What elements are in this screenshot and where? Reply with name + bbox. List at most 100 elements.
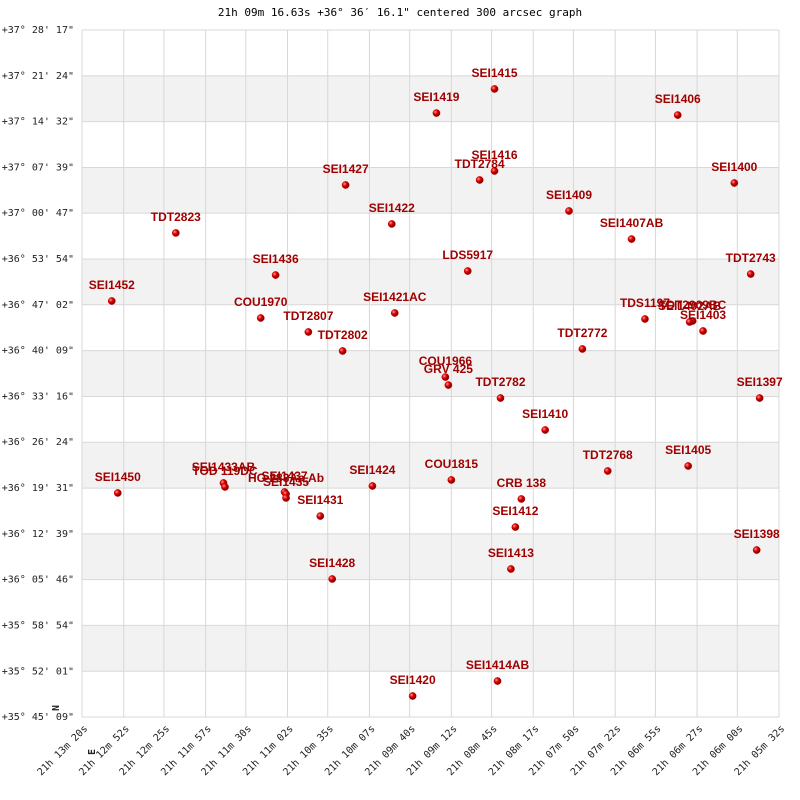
star-label: SEI1412 xyxy=(492,504,538,518)
star-label: TDT2823 xyxy=(151,210,201,224)
star xyxy=(441,373,450,381)
y-tick-label: +37° 21' 24" xyxy=(2,71,74,82)
row-band xyxy=(82,259,779,305)
star-label: SEI1402AB xyxy=(658,299,722,313)
star-label: HO 283Aa,Ab xyxy=(248,471,324,485)
star xyxy=(511,523,520,531)
star xyxy=(684,462,693,470)
star xyxy=(282,494,290,502)
y-tick-label: +35° 45' 09" xyxy=(2,712,74,723)
star-label: SEI1427 xyxy=(323,162,369,176)
star xyxy=(444,381,453,389)
star-label: CRB 138 xyxy=(497,476,547,490)
star xyxy=(490,85,499,93)
star-label: TDT2782 xyxy=(475,375,525,389)
y-tick-label: +36° 19' 31" xyxy=(2,483,74,494)
y-tick-label: +37° 14' 32" xyxy=(2,117,74,128)
star-label: COU1966 xyxy=(419,354,473,368)
star xyxy=(475,176,484,184)
star xyxy=(673,111,682,119)
star-label: TDT2909BC xyxy=(659,298,727,312)
row-band xyxy=(82,75,779,122)
star-label: SEI1406 xyxy=(655,92,701,106)
star-label: SEI1403 xyxy=(680,308,726,322)
y-tick-label: +36° 33' 16" xyxy=(2,391,74,402)
y-tick-label: +37° 07' 39" xyxy=(2,162,74,173)
star xyxy=(496,394,505,402)
star-label: SEI1419 xyxy=(413,90,459,104)
y-tick-label: +35° 52' 01" xyxy=(2,666,74,677)
star-label: SEI1397 xyxy=(737,375,783,389)
star xyxy=(432,109,441,117)
star-label: SEI1420 xyxy=(390,673,436,687)
star-label: COU1815 xyxy=(425,457,479,471)
y-tick-label: +35° 58' 54" xyxy=(2,620,74,631)
ticks: +35° 45' 09" +35° 52' 01" +35° 58' 54" +36°… xyxy=(2,25,787,778)
star-label: SEI1410 xyxy=(522,407,568,421)
star-label: TDT2807 xyxy=(283,309,333,323)
star-label: SEI1431 xyxy=(297,493,343,507)
star-label: SEI1415 xyxy=(472,66,518,80)
star-label: SEI1407AB xyxy=(600,216,664,230)
star xyxy=(304,328,313,336)
star xyxy=(730,179,739,187)
row-band xyxy=(82,533,779,580)
star-label: SEI1400 xyxy=(711,160,757,174)
y-tick-label: +36° 05' 46" xyxy=(2,575,74,586)
star xyxy=(338,347,347,355)
star xyxy=(641,315,649,323)
star-label: TDT2784 xyxy=(455,157,505,171)
grid xyxy=(81,29,780,718)
star xyxy=(541,426,550,434)
star xyxy=(746,270,755,278)
star xyxy=(256,314,265,322)
star-label: SEI1405 xyxy=(665,443,711,457)
star xyxy=(221,483,229,491)
star xyxy=(627,235,636,243)
star xyxy=(368,482,377,490)
star-label: GRV 425 xyxy=(424,362,473,376)
star xyxy=(328,575,337,583)
star-label: LDS5917 xyxy=(442,248,493,262)
star-label: COU1970 xyxy=(234,295,288,309)
star xyxy=(490,167,499,175)
star xyxy=(171,229,180,237)
star-label: TOD 119DC xyxy=(192,464,257,478)
star xyxy=(113,489,122,497)
star xyxy=(463,267,472,275)
star-label: SEI1398 xyxy=(734,527,780,541)
row-band xyxy=(82,350,779,397)
y-tick-label: +36° 26' 24" xyxy=(2,437,74,448)
star xyxy=(408,692,417,700)
y-tick-label: +37° 00' 47" xyxy=(2,208,74,219)
star-label: SEI1422 xyxy=(369,201,415,215)
star-label: SEI1424 xyxy=(349,463,395,477)
star-label: SEI1437 xyxy=(262,469,308,483)
y-tick-label: +36° 40' 09" xyxy=(2,346,74,357)
star-label: SEI1450 xyxy=(95,470,141,484)
compass-north: N xyxy=(51,705,62,711)
star xyxy=(578,345,587,353)
chart-title: 21h 09m 16.63s +36° 36′ 16.1" centered 3… xyxy=(218,6,582,19)
y-tick-label: +36° 53' 54" xyxy=(2,254,74,265)
star-label: SEI1433AB xyxy=(192,460,256,474)
star xyxy=(271,271,280,279)
star-label: TDS1197 xyxy=(620,296,670,310)
star xyxy=(107,297,116,305)
y-tick-label: +36° 47' 02" xyxy=(2,300,74,311)
star-label: SEI1414AB xyxy=(466,658,530,672)
star-label: SEI1421AC xyxy=(363,290,427,304)
row-band xyxy=(82,167,779,214)
star xyxy=(387,220,396,228)
star xyxy=(699,327,707,335)
star-label: TDT2743 xyxy=(726,251,776,265)
row-band xyxy=(82,442,779,489)
y-tick-label: +36° 12' 39" xyxy=(2,529,74,540)
star xyxy=(755,394,764,402)
star-label: SEI1435 xyxy=(263,475,309,489)
star-label: TDT2802 xyxy=(318,328,368,342)
star xyxy=(603,467,612,475)
star-label: SEI1413 xyxy=(488,546,534,560)
